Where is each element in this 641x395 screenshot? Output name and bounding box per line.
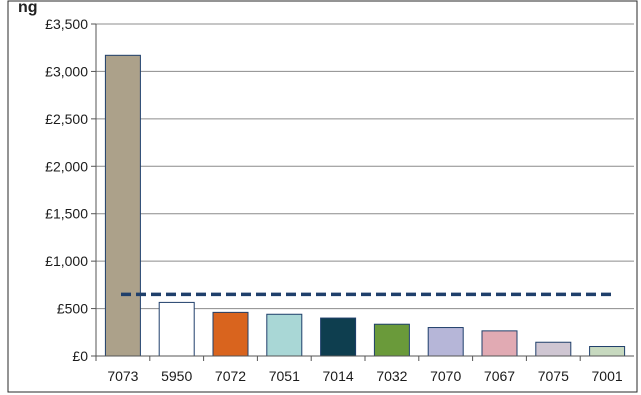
x-tick-label: 7075 xyxy=(538,368,569,384)
x-tick-label: 5950 xyxy=(161,368,192,384)
y-tick-label: £0 xyxy=(72,348,88,364)
x-tick-label: 7073 xyxy=(107,368,138,384)
x-tick-label: 7001 xyxy=(592,368,623,384)
y-tick-label: £3,000 xyxy=(45,63,88,79)
x-tick-label: 7051 xyxy=(269,368,300,384)
bar-5950 xyxy=(158,301,195,357)
x-tick-label: 7014 xyxy=(323,368,354,384)
y-tick-label: £1,000 xyxy=(45,253,88,269)
y-tick-label: £2,500 xyxy=(45,111,88,127)
bar-7067 xyxy=(481,330,518,357)
bar-7014 xyxy=(320,317,357,357)
y-tick-label: £2,000 xyxy=(45,158,88,174)
bar-7072 xyxy=(212,311,249,357)
bar-7032 xyxy=(373,323,410,357)
bar-7073 xyxy=(104,54,141,357)
y-tick-label: £500 xyxy=(57,301,88,317)
bar-7075 xyxy=(535,341,572,357)
chart-border xyxy=(7,0,638,393)
gridlines xyxy=(96,23,634,310)
x-tick-label: 7072 xyxy=(215,368,246,384)
y-axis-tick-labels: £0 £500 £1,000 £1,500 £2,000 £2,500 £3,000 £3,5… xyxy=(45,16,96,364)
y-tick-label: £3,500 xyxy=(45,16,88,32)
bar-7051 xyxy=(266,313,303,357)
bar-7070 xyxy=(427,327,464,357)
chart-title-fragment: ng xyxy=(18,0,38,16)
x-tick-label: 7032 xyxy=(376,368,407,384)
bars xyxy=(104,54,626,357)
bar-7001 xyxy=(589,346,626,357)
x-tick-label: 7067 xyxy=(484,368,515,384)
x-axis-tick-labels: 7073 5950 7072 7051 7014 7032 7070 7067 7075 7001 xyxy=(95,356,623,384)
x-tick-label: 7070 xyxy=(430,368,461,384)
y-tick-label: £1,500 xyxy=(45,206,88,222)
